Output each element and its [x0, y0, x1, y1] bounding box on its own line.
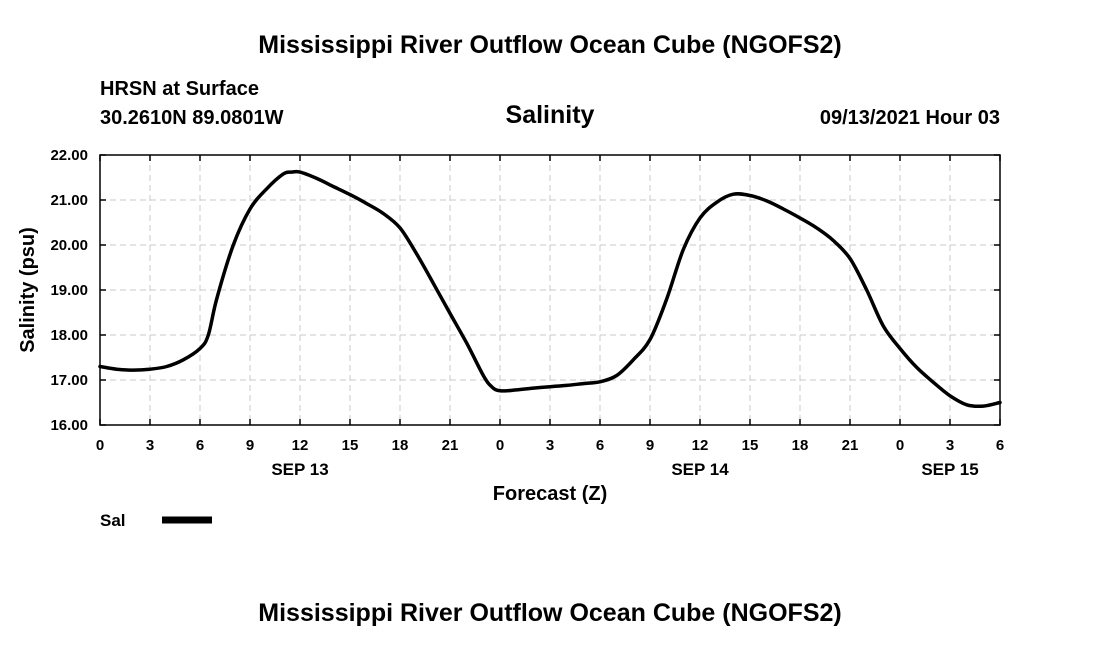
x-tick-label: 18	[792, 437, 809, 454]
x-tick-label: 15	[342, 437, 359, 454]
forecast-datetime: 09/13/2021 Hour 03	[819, 107, 1000, 129]
date-label: SEP 15	[921, 460, 978, 479]
x-tick-label: 12	[692, 437, 709, 454]
x-tick-label: 0	[896, 437, 904, 454]
y-tick-label: 19.00	[50, 282, 88, 299]
y-tick-label: 21.00	[50, 192, 88, 209]
x-axis-label: Forecast (Z)	[493, 483, 607, 505]
series-line-sal	[98, 169, 1002, 409]
chart-title-bottom: Mississippi River Outflow Ocean Cube (NG…	[258, 599, 842, 627]
chart-title-top: Mississippi River Outflow Ocean Cube (NG…	[258, 31, 842, 59]
x-tick-label: 21	[442, 437, 459, 454]
x-tick-label: 6	[996, 437, 1004, 454]
x-tick-label: 12	[292, 437, 309, 454]
date-label: SEP 14	[671, 460, 729, 479]
grid-lines	[100, 155, 1000, 425]
date-label: SEP 13	[271, 460, 328, 479]
x-tick-label: 0	[96, 437, 104, 454]
y-tick-label: 16.00	[50, 417, 88, 434]
x-tick-label: 3	[546, 437, 554, 454]
y-axis-label: Salinity (psu)	[17, 227, 39, 353]
station-name: HRSN at Surface	[100, 78, 259, 100]
x-tick-label: 15	[742, 437, 759, 454]
x-tick-label: 18	[392, 437, 409, 454]
y-tick-label: 20.00	[50, 237, 88, 254]
x-tick-label: 9	[246, 437, 254, 454]
x-tick-label: 3	[146, 437, 154, 454]
y-tick-label: 18.00	[50, 327, 88, 344]
x-tick-label: 6	[596, 437, 604, 454]
y-tick-label: 22.00	[50, 147, 88, 164]
variable-title: Salinity	[505, 101, 595, 129]
x-tick-label: 6	[196, 437, 204, 454]
axis-labels: 0 3 6 9 12 15 18 21 0 3 6 9 12 15 18 21 0 3 6 16.00 17.00 18.…	[50, 147, 1004, 479]
x-tick-label: 9	[646, 437, 654, 454]
station-coordinates: 30.2610N 89.0801W	[100, 107, 284, 129]
x-tick-label: 0	[496, 437, 504, 454]
x-tick-label: 3	[946, 437, 954, 454]
legend-label: Sal	[100, 511, 126, 530]
axis-ticks	[99, 154, 1001, 426]
y-tick-label: 17.00	[50, 372, 88, 389]
x-tick-label: 21	[842, 437, 859, 454]
